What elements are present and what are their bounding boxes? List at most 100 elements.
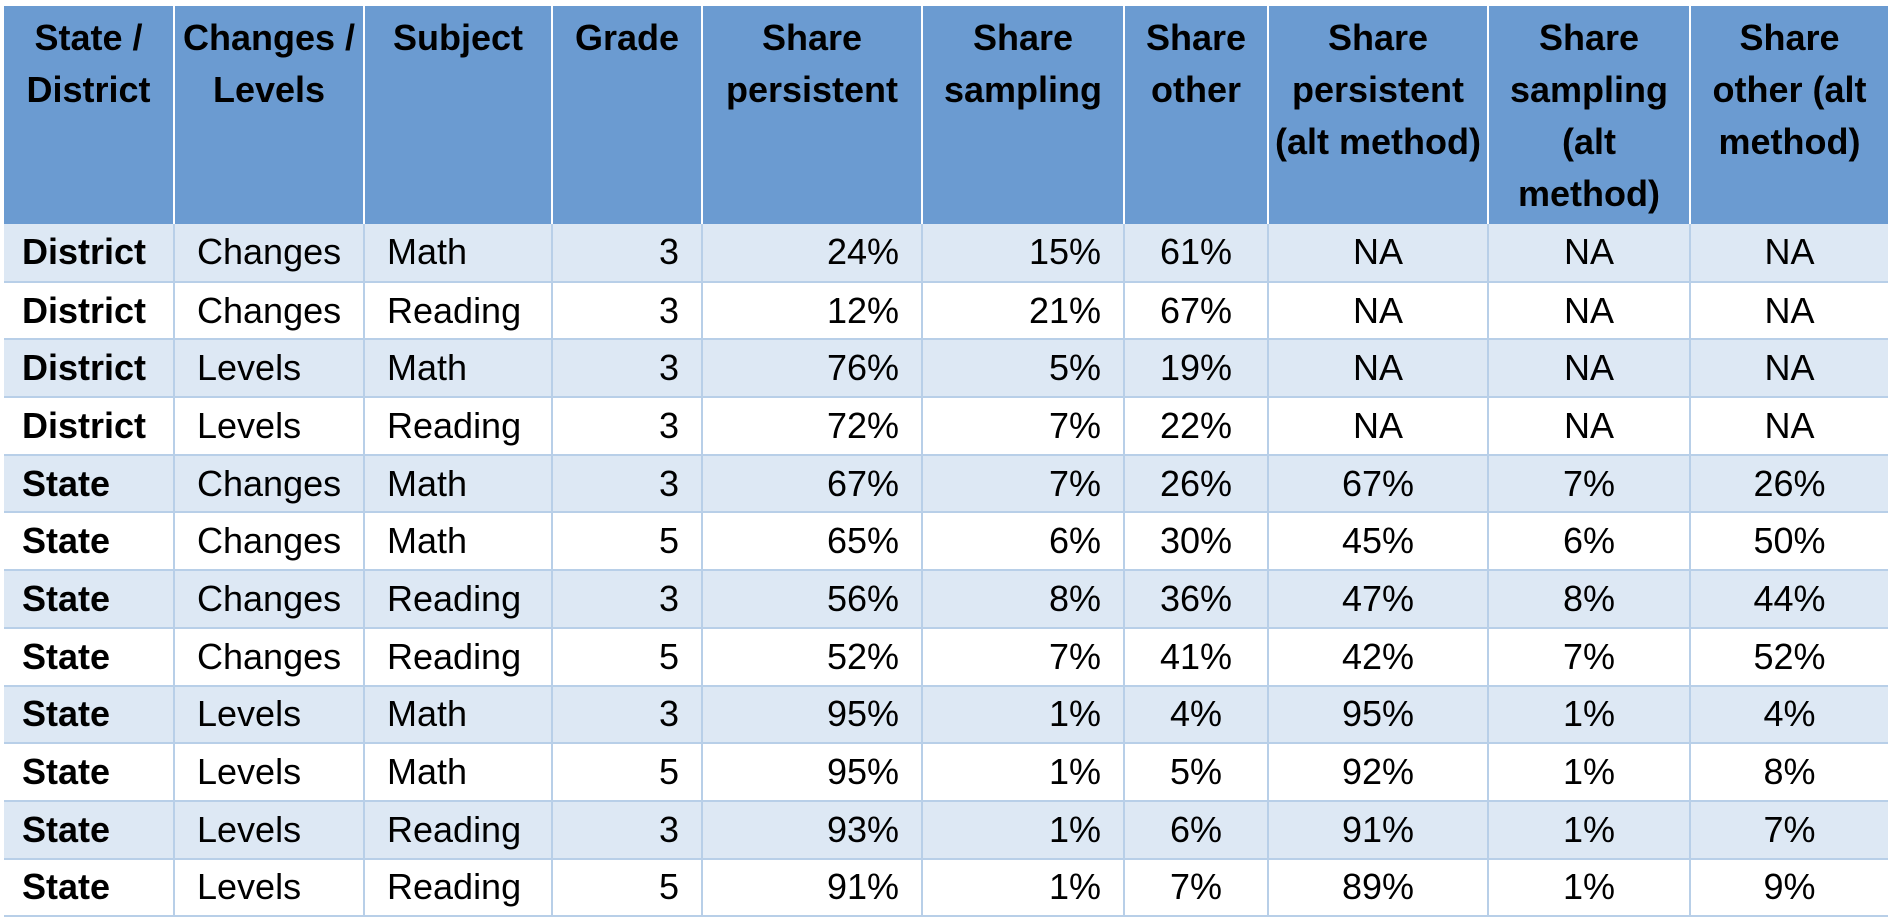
- persistence-share-table: State / District Changes / Levels Subjec…: [4, 6, 1888, 918]
- cell-changes-levels: Changes: [174, 627, 365, 687]
- cell-share-sampling-alt: 8%: [1488, 570, 1691, 629]
- cell-state-district: State: [4, 858, 175, 918]
- cell-share-other-alt: 4%: [1690, 685, 1888, 745]
- cell-grade: 5: [552, 627, 703, 687]
- table-row: State Changes Reading 5 52% 7% 41% 42% 7…: [4, 627, 1888, 687]
- cell-share-sampling-alt: 6%: [1488, 512, 1691, 572]
- cell-share-other-alt: 50%: [1690, 512, 1888, 572]
- cell-share-sampling: 7%: [922, 454, 1125, 514]
- cell-share-persistent-alt: 45%: [1268, 512, 1489, 572]
- header-share-persistent: Share persistent: [702, 6, 923, 224]
- cell-share-other: 5%: [1124, 743, 1269, 802]
- cell-grade: 5: [552, 743, 703, 802]
- table-row: District Changes Reading 3 12% 21% 67% N…: [4, 281, 1888, 341]
- cell-changes-levels: Changes: [174, 281, 365, 341]
- cell-share-sampling-alt: NA: [1488, 281, 1691, 341]
- cell-share-other: 7%: [1124, 858, 1269, 918]
- cell-share-persistent: 12%: [702, 281, 923, 341]
- cell-share-other: 41%: [1124, 627, 1269, 687]
- cell-state-district: State: [4, 800, 175, 860]
- cell-grade: 3: [552, 570, 703, 629]
- header-share-other-alt: Share other (alt method): [1690, 6, 1888, 224]
- header-share-persistent-alt: Share persistent (alt method): [1268, 6, 1489, 224]
- cell-grade: 3: [552, 454, 703, 514]
- table-row: State Changes Math 5 65% 6% 30% 45% 6% 5…: [4, 512, 1888, 572]
- cell-changes-levels: Levels: [174, 858, 365, 918]
- cell-share-other-alt: NA: [1690, 339, 1888, 399]
- cell-share-persistent: 91%: [702, 858, 923, 918]
- cell-subject: Math: [364, 512, 553, 572]
- header-row: State / District Changes / Levels Subjec…: [4, 6, 1888, 224]
- cell-state-district: District: [4, 397, 175, 456]
- cell-grade: 3: [552, 800, 703, 860]
- table-row: District Changes Math 3 24% 15% 61% NA N…: [4, 224, 1888, 283]
- table-row: State Levels Math 5 95% 1% 5% 92% 1% 8%: [4, 743, 1888, 802]
- cell-share-persistent-alt: 92%: [1268, 743, 1489, 802]
- header-share-sampling: Share sampling: [922, 6, 1125, 224]
- cell-share-other: 61%: [1124, 224, 1269, 283]
- cell-subject: Math: [364, 743, 553, 802]
- cell-share-sampling-alt: 1%: [1488, 858, 1691, 918]
- cell-share-sampling: 21%: [922, 281, 1125, 341]
- cell-grade: 3: [552, 685, 703, 745]
- header-state-district: State / District: [4, 6, 175, 224]
- cell-changes-levels: Changes: [174, 454, 365, 514]
- header-subject: Subject: [364, 6, 553, 224]
- cell-share-persistent-alt: 95%: [1268, 685, 1489, 745]
- cell-subject: Reading: [364, 281, 553, 341]
- cell-share-other-alt: 26%: [1690, 454, 1888, 514]
- cell-grade: 3: [552, 397, 703, 456]
- table-row: State Changes Reading 3 56% 8% 36% 47% 8…: [4, 570, 1888, 629]
- cell-state-district: State: [4, 743, 175, 802]
- cell-share-sampling-alt: 7%: [1488, 454, 1691, 514]
- cell-share-other: 19%: [1124, 339, 1269, 399]
- cell-grade: 3: [552, 281, 703, 341]
- cell-changes-levels: Levels: [174, 339, 365, 399]
- cell-share-sampling-alt: 1%: [1488, 743, 1691, 802]
- cell-share-persistent: 65%: [702, 512, 923, 572]
- table-body: District Changes Math 3 24% 15% 61% NA N…: [4, 224, 1888, 918]
- cell-subject: Math: [364, 339, 553, 399]
- cell-share-sampling-alt: 7%: [1488, 627, 1691, 687]
- cell-share-sampling-alt: 1%: [1488, 800, 1691, 860]
- cell-share-other-alt: NA: [1690, 281, 1888, 341]
- cell-subject: Reading: [364, 397, 553, 456]
- cell-subject: Reading: [364, 570, 553, 629]
- cell-share-sampling: 1%: [922, 858, 1125, 918]
- cell-state-district: District: [4, 339, 175, 399]
- header-changes-levels: Changes / Levels: [174, 6, 365, 224]
- cell-state-district: State: [4, 627, 175, 687]
- cell-share-persistent-alt: NA: [1268, 397, 1489, 456]
- cell-grade: 3: [552, 339, 703, 399]
- cell-share-persistent-alt: NA: [1268, 339, 1489, 399]
- cell-share-persistent: 93%: [702, 800, 923, 860]
- cell-share-persistent-alt: 91%: [1268, 800, 1489, 860]
- cell-share-other: 22%: [1124, 397, 1269, 456]
- cell-share-other: 26%: [1124, 454, 1269, 514]
- cell-share-persistent-alt: 47%: [1268, 570, 1489, 629]
- cell-changes-levels: Levels: [174, 397, 365, 456]
- cell-share-sampling: 1%: [922, 685, 1125, 745]
- header-grade: Grade: [552, 6, 703, 224]
- cell-share-other-alt: NA: [1690, 397, 1888, 456]
- header-share-other: Share other: [1124, 6, 1269, 224]
- cell-state-district: State: [4, 512, 175, 572]
- cell-changes-levels: Changes: [174, 570, 365, 629]
- table-row: State Changes Math 3 67% 7% 26% 67% 7% 2…: [4, 454, 1888, 514]
- cell-state-district: District: [4, 224, 175, 283]
- cell-share-other: 30%: [1124, 512, 1269, 572]
- cell-share-sampling: 15%: [922, 224, 1125, 283]
- cell-subject: Math: [364, 685, 553, 745]
- cell-share-sampling: 6%: [922, 512, 1125, 572]
- cell-share-persistent: 52%: [702, 627, 923, 687]
- table-row: State Levels Reading 3 93% 1% 6% 91% 1% …: [4, 800, 1888, 860]
- cell-subject: Reading: [364, 858, 553, 918]
- cell-changes-levels: Changes: [174, 512, 365, 572]
- cell-share-persistent-alt: 42%: [1268, 627, 1489, 687]
- cell-changes-levels: Levels: [174, 743, 365, 802]
- cell-subject: Reading: [364, 627, 553, 687]
- cell-share-persistent-alt: NA: [1268, 224, 1489, 283]
- cell-share-sampling-alt: NA: [1488, 224, 1691, 283]
- cell-state-district: State: [4, 570, 175, 629]
